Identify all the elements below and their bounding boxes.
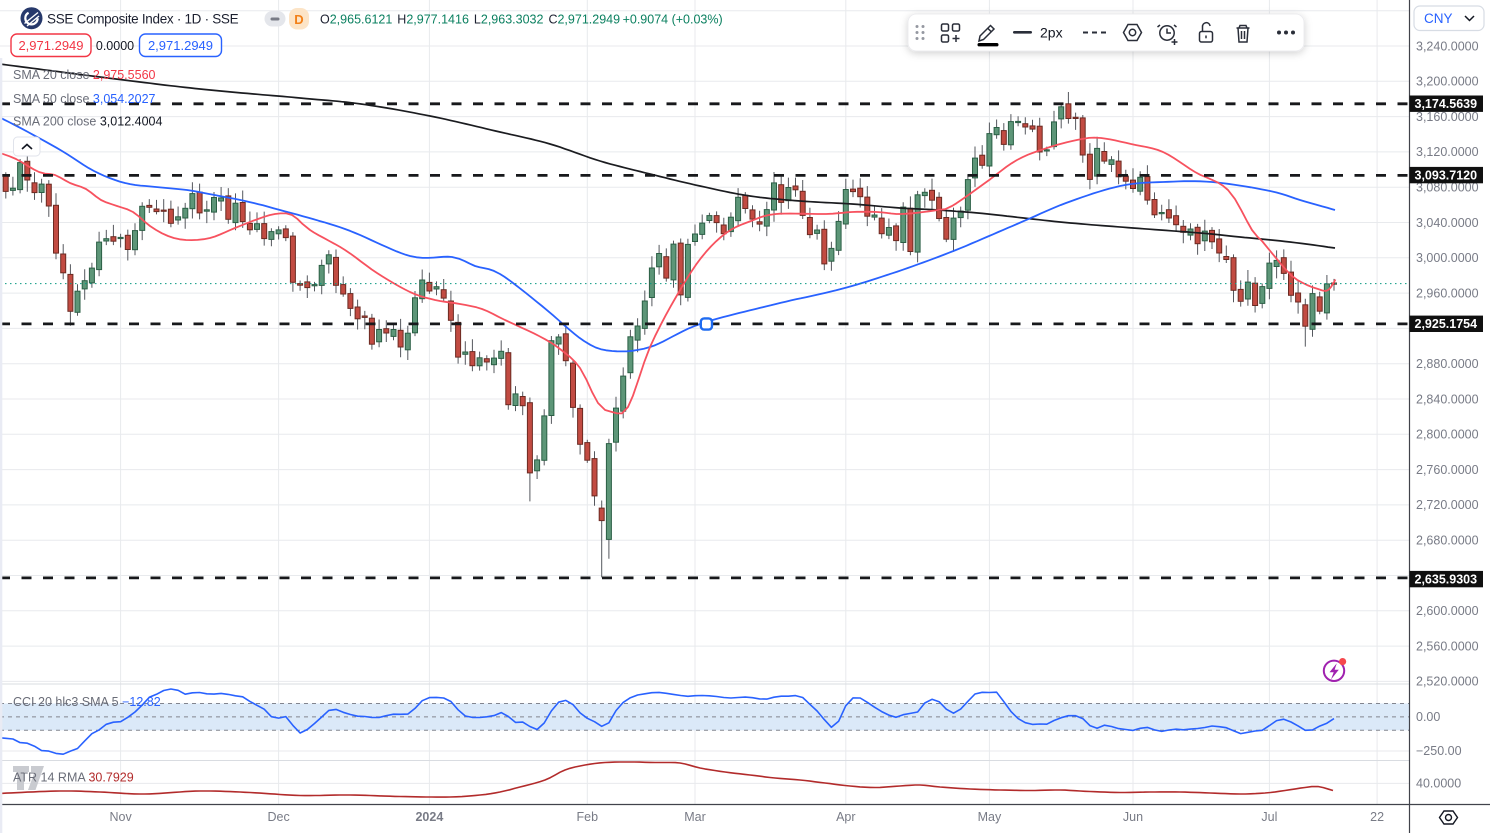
svg-text:2,520.0000: 2,520.0000 xyxy=(1416,675,1479,689)
svg-text:0.00: 0.00 xyxy=(1416,710,1440,724)
svg-text:Nov: Nov xyxy=(109,810,132,824)
svg-text:CNY: CNY xyxy=(1424,11,1453,26)
svg-text:May: May xyxy=(978,810,1002,824)
svg-text:2,840.0000: 2,840.0000 xyxy=(1416,392,1479,406)
svg-text:2,960.0000: 2,960.0000 xyxy=(1416,286,1479,300)
svg-text:3,093.7120: 3,093.7120 xyxy=(1415,168,1478,182)
svg-text:2,760.0000: 2,760.0000 xyxy=(1416,463,1479,477)
svg-text:Jul: Jul xyxy=(1261,810,1277,824)
svg-text:Dec: Dec xyxy=(267,810,289,824)
svg-text:2px: 2px xyxy=(1040,25,1063,41)
svg-text:O2,965.6121 H2,977.1416 L2,9: O2,965.6121 H2,977.1416 L2,963.3032 C2,9… xyxy=(320,13,723,27)
svg-text:2,925.1754: 2,925.1754 xyxy=(1415,317,1478,331)
svg-text:3,240.0000: 3,240.0000 xyxy=(1416,39,1479,53)
svg-text:2,600.0000: 2,600.0000 xyxy=(1416,604,1479,618)
svg-text:ATR 14 RMA 30.7929: ATR 14 RMA 30.7929 xyxy=(13,770,134,784)
svg-text:22: 22 xyxy=(1370,810,1384,824)
svg-text:2,680.0000: 2,680.0000 xyxy=(1416,534,1479,548)
svg-text:SMA 20 close 2,975.5560: SMA 20 close 2,975.5560 xyxy=(13,68,156,82)
svg-text:Mar: Mar xyxy=(684,810,706,824)
svg-text:2,971.2949: 2,971.2949 xyxy=(18,38,83,53)
svg-text:2,560.0000: 2,560.0000 xyxy=(1416,639,1479,653)
svg-text:3,160.0000: 3,160.0000 xyxy=(1416,110,1479,124)
svg-text:3,200.0000: 3,200.0000 xyxy=(1416,75,1479,89)
svg-text:2,971.2949: 2,971.2949 xyxy=(148,38,213,53)
svg-text:CCI 20 hlc3 SMA 5 −12.82: CCI 20 hlc3 SMA 5 −12.82 xyxy=(13,695,161,709)
svg-text:−250.00: −250.00 xyxy=(1416,744,1462,758)
svg-text:3,000.0000: 3,000.0000 xyxy=(1416,251,1479,265)
svg-text:SSE Composite Index · 1D · SSE: SSE Composite Index · 1D · SSE xyxy=(47,12,239,27)
svg-text:Jun: Jun xyxy=(1123,810,1143,824)
svg-text:2,720.0000: 2,720.0000 xyxy=(1416,498,1479,512)
svg-text:Apr: Apr xyxy=(836,810,855,824)
svg-text:Feb: Feb xyxy=(577,810,599,824)
svg-text:2,880.0000: 2,880.0000 xyxy=(1416,357,1479,371)
svg-text:2024: 2024 xyxy=(415,810,443,824)
svg-text:40.0000: 40.0000 xyxy=(1416,777,1461,791)
svg-text:3,174.5639: 3,174.5639 xyxy=(1415,97,1478,111)
svg-text:SMA 200 close 3,012.4004: SMA 200 close 3,012.4004 xyxy=(13,114,162,128)
svg-text:3,040.0000: 3,040.0000 xyxy=(1416,216,1479,230)
svg-text:D: D xyxy=(294,12,303,27)
svg-text:SMA 50 close 3,054.2027: SMA 50 close 3,054.2027 xyxy=(13,92,156,106)
svg-text:2,800.0000: 2,800.0000 xyxy=(1416,428,1479,442)
svg-text:0.0000: 0.0000 xyxy=(96,39,134,53)
svg-text:3,120.0000: 3,120.0000 xyxy=(1416,145,1479,159)
svg-text:2,635.9303: 2,635.9303 xyxy=(1415,572,1478,586)
